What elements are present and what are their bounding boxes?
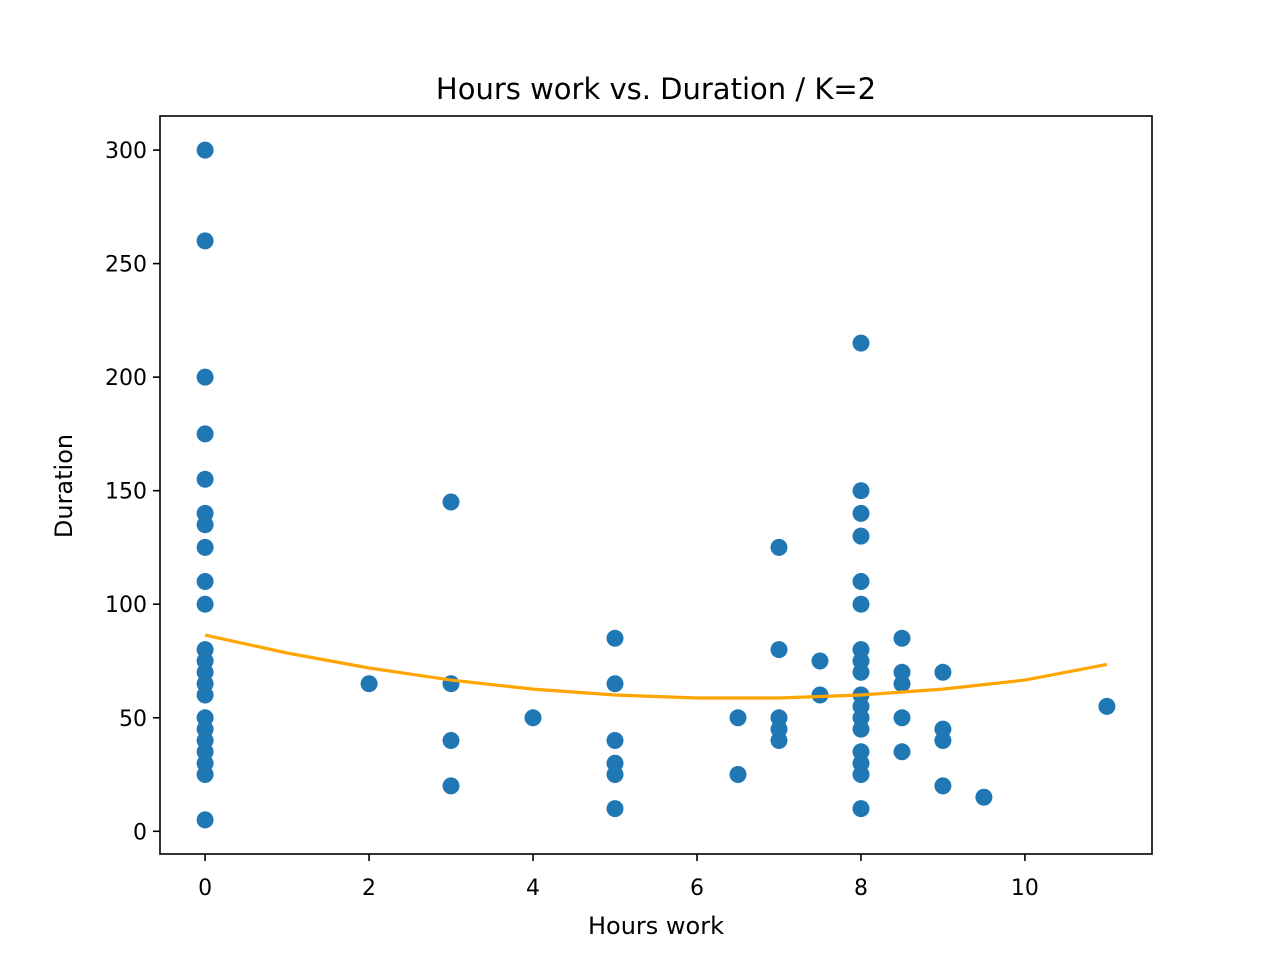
- y-tick-label: 100: [105, 593, 147, 618]
- scatter-point: [852, 504, 870, 522]
- scatter-point: [196, 368, 214, 386]
- x-axis: 0 2 4 6 8 10: [198, 854, 1039, 901]
- x-tick-label: 10: [1011, 876, 1039, 901]
- scatter-point: [442, 732, 460, 749]
- scatter-point: [196, 425, 214, 443]
- scatter-point: [606, 800, 624, 818]
- scatter-point: [196, 141, 214, 159]
- x-tick-label: 6: [690, 876, 704, 901]
- scatter-point: [893, 675, 911, 693]
- scatter-point: [196, 686, 214, 704]
- scatter-point: [770, 732, 788, 749]
- scatter-point: [196, 516, 214, 534]
- scatter-point: [893, 629, 911, 647]
- y-tick-label: 200: [105, 366, 147, 391]
- scatter-point: [524, 709, 542, 727]
- scatter-point: [606, 629, 624, 647]
- x-tick-label: 2: [362, 876, 376, 901]
- scatter-point: [934, 732, 952, 749]
- scatter-point: [852, 573, 870, 590]
- scatter-point: [975, 788, 993, 806]
- scatter-point: [852, 766, 870, 783]
- fit-curve: [204, 633, 1108, 700]
- scatter-point: [770, 538, 788, 556]
- scatter-point: [196, 766, 214, 783]
- scatter-point: [852, 720, 870, 738]
- scatter-point: [442, 493, 460, 511]
- scatter-point: [606, 675, 624, 693]
- scatter-point: [196, 811, 214, 829]
- scatter-point: [852, 334, 870, 352]
- scatter-point: [196, 573, 214, 590]
- chart-title: Hours work vs. Duration / K=2: [436, 72, 876, 106]
- x-tick-label: 8: [854, 876, 868, 901]
- y-tick-label: 150: [105, 480, 147, 505]
- scatter-point: [729, 709, 747, 727]
- scatter-point: [852, 595, 870, 613]
- plot-frame: [159, 115, 1153, 855]
- scatter-point: [852, 527, 870, 545]
- x-tick-label: 4: [526, 876, 540, 901]
- scatter-point: [893, 743, 911, 761]
- x-tick-label: 0: [198, 876, 212, 901]
- scatter-point: [893, 709, 911, 727]
- scatter-point: [442, 777, 460, 795]
- scatter-point: [196, 595, 214, 613]
- y-tick-label: 0: [133, 820, 147, 845]
- scatter-point: [606, 732, 624, 749]
- scatter-point: [196, 470, 214, 488]
- scatter-point: [606, 766, 624, 783]
- scatter-point: [852, 800, 870, 818]
- plot-area: [196, 141, 1116, 829]
- scatter-point: [811, 652, 829, 670]
- scatter-point: [852, 663, 870, 681]
- scatter-point: [1098, 697, 1116, 715]
- scatter-point: [852, 482, 870, 500]
- scatter-point: [196, 538, 214, 556]
- scatter-point: [196, 232, 214, 250]
- y-tick-label: 300: [105, 139, 147, 164]
- x-axis-label: Hours work: [588, 912, 724, 940]
- scatter-point: [729, 766, 747, 783]
- y-tick-label: 50: [119, 707, 147, 732]
- y-tick-label: 250: [105, 253, 147, 278]
- scatter-point: [934, 663, 952, 681]
- scatter-point: [770, 641, 788, 659]
- y-axis: 0 50 100 150 200 250 300: [105, 139, 160, 845]
- scatter-point: [934, 777, 952, 795]
- y-axis-label: Duration: [50, 434, 78, 538]
- scatter-point: [360, 675, 378, 693]
